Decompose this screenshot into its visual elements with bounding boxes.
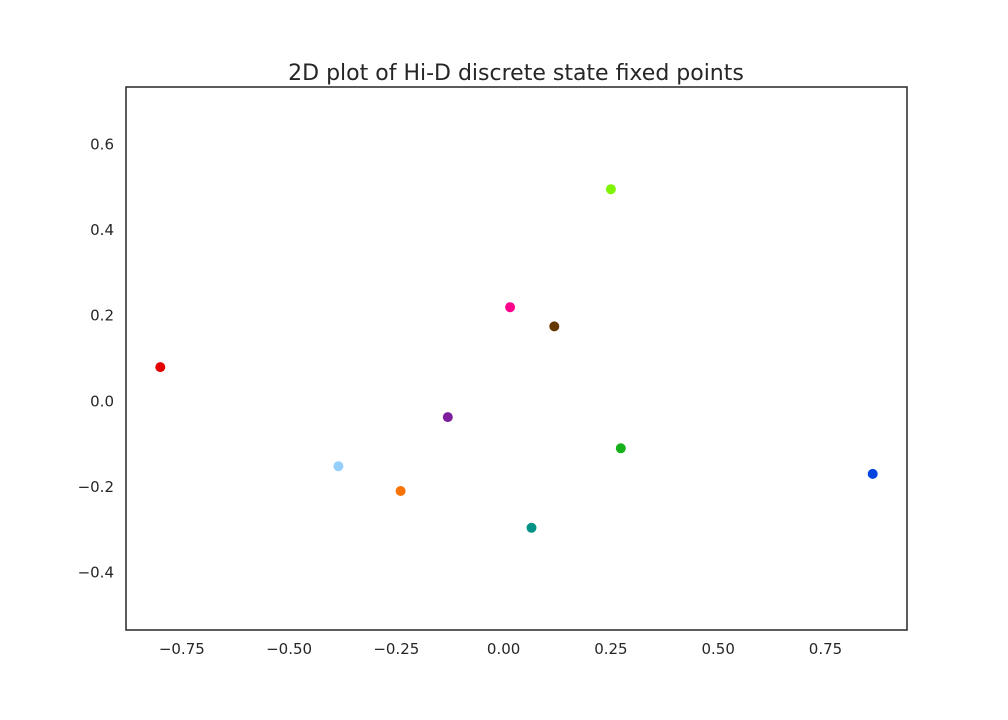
scatter-point [867,468,878,479]
y-tick-label: 0.2 [90,307,114,325]
scatter-point [526,522,537,533]
y-tick-label: 0.0 [90,392,114,410]
scatter-point [615,443,626,454]
x-tick-label: −0.25 [373,640,419,658]
scatter-point [155,362,166,373]
x-tick-label: 0.00 [487,640,520,658]
y-tick-labels: 0.6 0.4 0.2 0.0 −0.2 −0.4 [78,136,114,582]
data-points [155,184,878,533]
x-tick-label: 0.50 [701,640,734,658]
scatter-point [442,412,453,423]
scatter-point [333,461,344,472]
y-tick-label: −0.4 [78,563,114,581]
chart-title: 2D plot of Hi-D discrete state fixed poi… [288,61,744,86]
x-tick-label: 0.75 [809,640,842,658]
scatter-point [395,486,406,496]
scatter-point [605,184,616,195]
plot-area-frame [125,86,908,631]
x-tick-label: 0.25 [594,640,627,658]
scatter-point [549,321,560,332]
x-tick-label: −0.75 [159,640,205,658]
y-tick-label: −0.2 [78,478,114,496]
y-tick-label: 0.6 [90,136,114,154]
x-tick-label: −0.50 [266,640,312,658]
y-tick-label: 0.4 [90,221,114,239]
scatter-point [505,302,516,313]
x-tick-labels: −0.75 −0.50 −0.25 0.00 0.25 0.50 0.75 [159,640,842,658]
